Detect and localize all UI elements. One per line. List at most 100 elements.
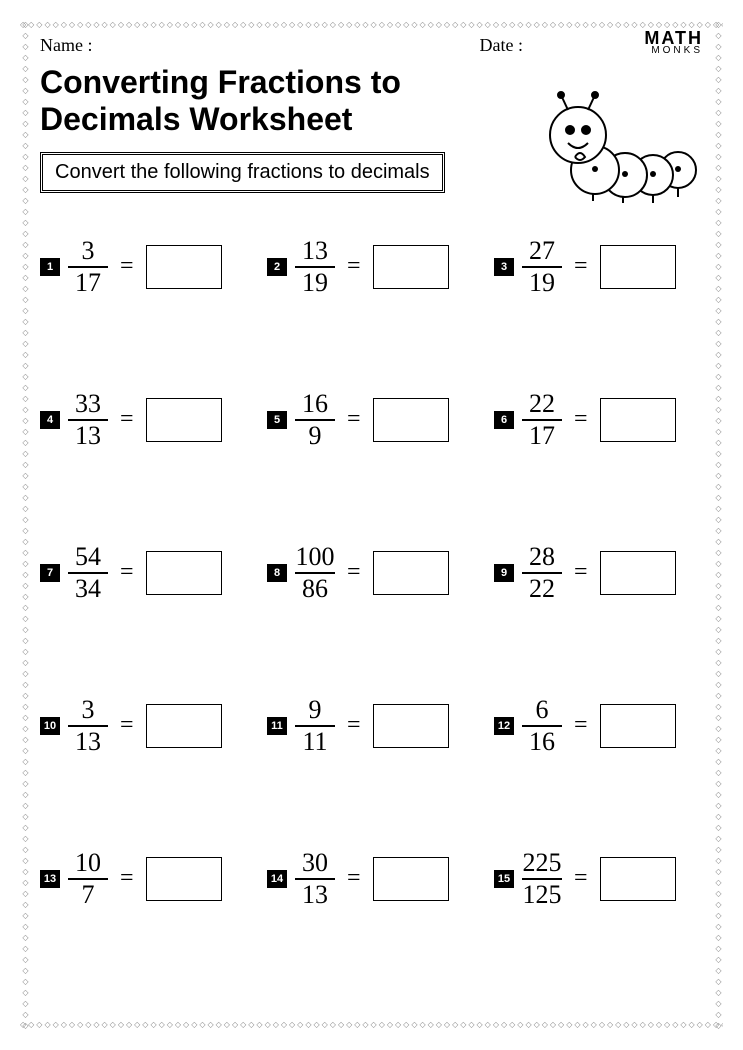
denominator: 19 [529,268,555,296]
border-top: ◇◇◇◇◇◇◇◇◇◇◇◇◇◇◇◇◇◇◇◇◇◇◇◇◇◇◇◇◇◇◇◇◇◇◇◇◇◇◇◇… [20,20,723,30]
fraction: 10086 [295,544,335,602]
equals-sign: = [347,406,361,433]
denominator: 13 [302,880,328,908]
fraction: 2217 [522,391,562,449]
numerator: 33 [75,391,101,419]
equals-sign: = [347,712,361,739]
problem-number-badge: 14 [267,870,287,888]
answer-box[interactable] [146,398,222,442]
name-label: Name : [40,35,92,56]
problem-number-badge: 6 [494,411,514,429]
equals-sign: = [574,865,588,892]
answer-box[interactable] [146,245,222,289]
denominator: 34 [75,574,101,602]
answer-box[interactable] [373,857,449,901]
equals-sign: = [347,253,361,280]
problem-number-badge: 8 [267,564,287,582]
problem-item: 92822= [494,544,703,602]
fraction: 169 [295,391,335,449]
numerator: 54 [75,544,101,572]
denominator: 9 [309,421,322,449]
numerator: 225 [523,850,562,878]
problem-number-badge: 15 [494,870,514,888]
problem-item: 13107= [40,850,249,908]
page-title: Converting Fractions to Decimals Workshe… [40,64,520,138]
problem-item: 2 1319 = [267,238,476,296]
denominator: 22 [529,574,555,602]
answer-box[interactable] [146,704,222,748]
numerator: 3 [82,697,95,725]
answer-box[interactable] [373,551,449,595]
fraction: 107 [68,850,108,908]
problem-number-badge: 10 [40,717,60,735]
equals-sign: = [574,406,588,433]
answer-box[interactable] [146,857,222,901]
fraction: 3013 [295,850,335,908]
denominator: 125 [523,880,562,908]
problem-item: 14 3013 = [267,850,476,908]
problem-item: 7 5434 = [40,544,249,602]
problem-number-badge: 2 [267,258,287,276]
answer-box[interactable] [600,704,676,748]
equals-sign: = [574,559,588,586]
answer-box[interactable] [600,398,676,442]
logo: MATH MONKS [644,30,703,55]
answer-box[interactable] [373,704,449,748]
answer-box[interactable] [373,245,449,289]
fraction: 2719 [522,238,562,296]
problems-grid: 1317=21319=32719=43313=5169=62217=75434=… [40,238,703,908]
answer-box[interactable] [600,245,676,289]
problem-item: 5 169 = [267,391,476,449]
numerator: 16 [302,391,328,419]
problem-item: 43313= [40,391,249,449]
numerator: 30 [302,850,328,878]
problem-number-badge: 5 [267,411,287,429]
equals-sign: = [347,865,361,892]
denominator: 11 [302,727,327,755]
border-bottom: ◇◇◇◇◇◇◇◇◇◇◇◇◇◇◇◇◇◇◇◇◇◇◇◇◇◇◇◇◇◇◇◇◇◇◇◇◇◇◇◇… [20,1020,723,1030]
problem-number-badge: 13 [40,870,60,888]
logo-bottom: MONKS [644,46,703,55]
equals-sign: = [574,253,588,280]
equals-sign: = [347,559,361,586]
logo-top: MATH [644,30,703,46]
denominator: 17 [75,268,101,296]
equals-sign: = [120,712,134,739]
denominator: 13 [75,727,101,755]
problem-number-badge: 7 [40,564,60,582]
fraction: 313 [68,697,108,755]
problem-number-badge: 3 [494,258,514,276]
numerator: 6 [536,697,549,725]
denominator: 17 [529,421,555,449]
equals-sign: = [120,559,134,586]
problem-number-badge: 1 [40,258,60,276]
problem-item: 15 225125 = [494,850,703,908]
problem-item: 11911= [267,697,476,755]
caterpillar-icon [543,85,703,205]
problem-item: 10 313 = [40,697,249,755]
numerator: 28 [529,544,555,572]
fraction: 1319 [295,238,335,296]
instruction-text: Convert the following fractions to decim… [55,161,430,183]
fraction: 225125 [522,850,562,908]
problem-item: 8 10086 = [267,544,476,602]
problem-item: 12616= [494,697,703,755]
answer-box[interactable] [600,857,676,901]
date-label: Date : [480,35,523,56]
denominator: 86 [302,574,328,602]
denominator: 19 [302,268,328,296]
problem-item: 3 2719 = [494,238,703,296]
answer-box[interactable] [600,551,676,595]
problem-number-badge: 12 [494,717,514,735]
fraction: 616 [522,697,562,755]
numerator: 3 [82,238,95,266]
answer-box[interactable] [146,551,222,595]
title-line1: Converting Fractions to [40,64,401,100]
instruction-box: Convert the following fractions to decim… [40,152,445,193]
fraction: 2822 [522,544,562,602]
answer-box[interactable] [373,398,449,442]
equals-sign: = [120,406,134,433]
denominator: 13 [75,421,101,449]
numerator: 100 [296,544,335,572]
border-left: ◇◇◇◇◇◇◇◇◇◇◇◇◇◇◇◇◇◇◇◇◇◇◇◇◇◇◇◇◇◇◇◇◇◇◇◇◇◇◇◇… [20,20,30,1030]
